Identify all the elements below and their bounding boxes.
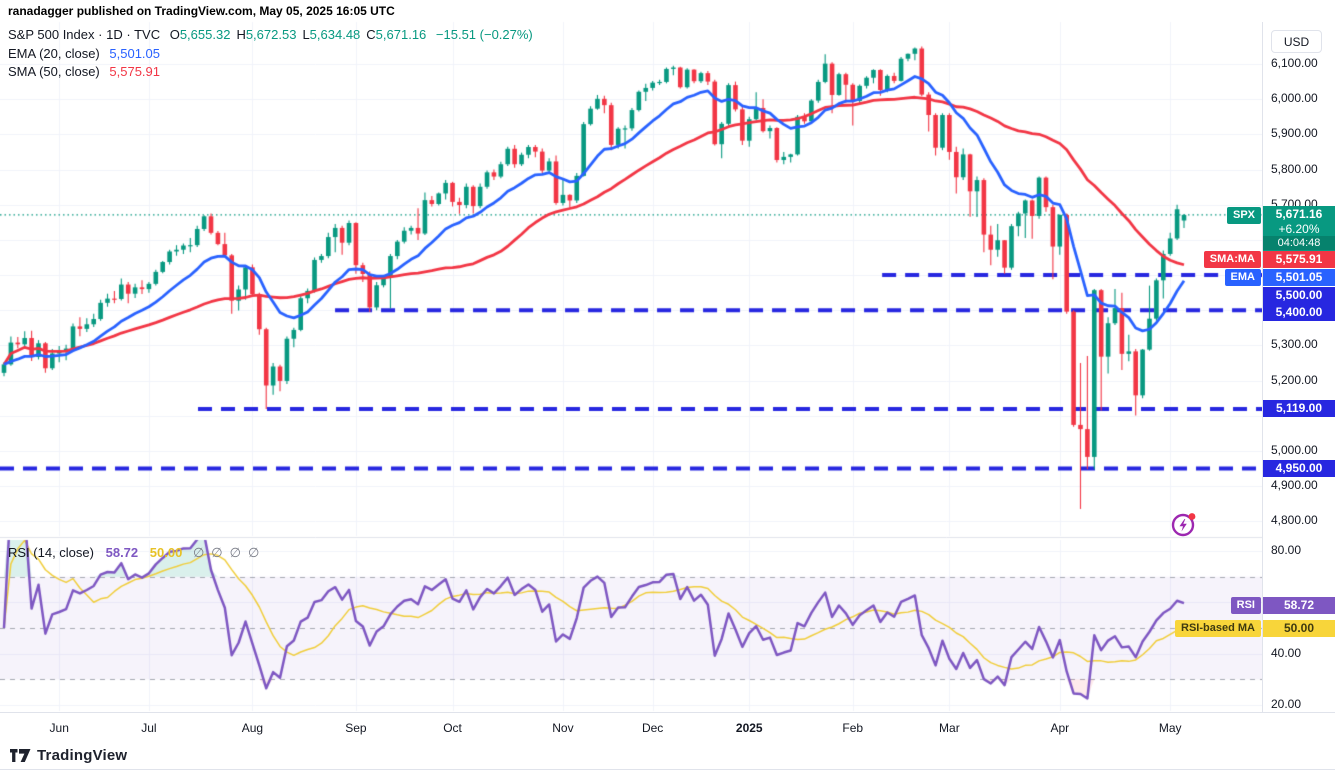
time-axis-label-feb: Feb (842, 721, 864, 735)
price-tick-label: 4,900.00 (1271, 478, 1318, 493)
price-tick-label: 5,300.00 (1271, 337, 1318, 352)
time-axis-label-nov: Nov (552, 721, 574, 735)
sma-tag: SMA:MA (1203, 251, 1261, 268)
level-price-badge: 5,500.00 (1263, 287, 1335, 304)
sma-legend-name: SMA (50, close) (8, 64, 100, 79)
rsi-empty-values: ∅ ∅ ∅ ∅ (186, 545, 259, 560)
symbol-change: −15.51 (−0.27%) (435, 27, 533, 42)
time-axis-label-may: May (1158, 721, 1182, 735)
level-price-badge: 5,400.00 (1263, 304, 1335, 321)
rsi-legend-value: 58.72 (105, 545, 139, 560)
currency-unit-button[interactable]: USD (1271, 30, 1322, 53)
price-tick-label: 5,900.00 (1271, 126, 1318, 141)
ema-legend-row[interactable]: EMA (20, close) 5,501.05 (8, 46, 160, 61)
time-axis-label-aug: Aug (241, 721, 264, 735)
ohlc-o: O5,655.32 (169, 27, 231, 42)
tradingview-logo-icon (10, 749, 31, 762)
price-chart-canvas[interactable] (0, 0, 1262, 712)
time-axis-label-apr: Apr (1050, 721, 1070, 735)
time-axis-label-2025: 2025 (735, 721, 763, 735)
price-tick-label: 5,800.00 (1271, 161, 1318, 176)
ema-value-badge: 5,501.05 (1263, 269, 1335, 286)
price-tick-label: 4,800.00 (1271, 513, 1318, 528)
symbol-legend-row[interactable]: S&P 500 Index · 1D · TVC O5,655.32 H5,672… (8, 27, 533, 42)
rsi-ma-legend-value: 50.00 (149, 545, 183, 560)
rsi-empty-value: ∅ (247, 545, 260, 560)
time-axis[interactable]: Jun Jul Aug Sep Oct Nov Dec 2025 Feb Mar Apr May (0, 712, 1335, 742)
spx-series-tag: SPX (1226, 207, 1261, 224)
level-price-badge: 5,119.00 (1263, 400, 1335, 417)
rsi-legend-name: RSI (14, close) (8, 545, 94, 560)
footer-bar: TradingView (0, 742, 1335, 770)
ema-legend-value: 5,501.05 (109, 46, 160, 61)
symbol-title: S&P 500 Index (8, 27, 95, 42)
time-axis-label-mar: Mar (939, 721, 960, 735)
rsi-legend-row[interactable]: RSI (14, close) 58.72 50.00 ∅ ∅ ∅ ∅ (8, 545, 259, 561)
rsi-empty-value: ∅ (211, 545, 223, 560)
rsi-empty-value: ∅ (229, 545, 241, 560)
symbol-exchange: TVC (134, 27, 161, 42)
rsi-tick-label: 80.00 (1271, 543, 1302, 557)
time-axis-label-sep: Sep (345, 721, 367, 735)
tradingview-brand[interactable]: TradingView (10, 747, 127, 764)
price-tick-label: 6,100.00 (1271, 56, 1318, 70)
time-axis-label-oct: Oct (443, 721, 462, 735)
ohlc-c: C5,671.16 (366, 27, 427, 42)
rsi-tag: RSI (1230, 597, 1261, 614)
rsi-empty-value: ∅ (192, 545, 205, 560)
level-price-badge: 4,950.00 (1263, 460, 1335, 477)
sma-legend-row[interactable]: SMA (50, close) 5,575.91 (8, 64, 160, 79)
sma-legend-value: 5,575.91 (109, 64, 160, 79)
rsi-ma-value-badge: 50.00 (1263, 620, 1335, 637)
time-axis-label-dec: Dec (641, 721, 664, 735)
price-tick-label: 5,200.00 (1271, 372, 1318, 387)
rsi-tick-label: 40.00 (1271, 645, 1302, 660)
spx-last-price: 5,671.16 (1275, 207, 1323, 221)
brand-text: TradingView (37, 747, 128, 764)
symbol-interval: 1D (106, 27, 123, 42)
price-tick-label: 6,000.00 (1271, 91, 1318, 106)
ohlc-values: O5,655.32 H5,672.53 L5,634.48 C5,671.16 (164, 27, 427, 42)
rsi-value-badge: 58.72 (1263, 597, 1335, 614)
rsi-ma-tag: RSI-based MA (1175, 620, 1261, 637)
rsi-tick-label: 20.00 (1271, 697, 1302, 712)
ohlc-l: L5,634.48 (302, 27, 361, 42)
ema-tag: EMA (1224, 269, 1261, 286)
notification-dot (1188, 513, 1196, 520)
ema-legend-name: EMA (20, close) (8, 46, 100, 61)
quick-action-button[interactable] (1169, 510, 1199, 540)
time-axis-label-jul: Jul (141, 721, 157, 735)
spx-change-percent: +6.20% (1278, 222, 1320, 236)
spx-price-badge: 5,671.16 +6.20% 04:04:48 (1263, 206, 1335, 251)
sma-value-badge: 5,575.91 (1263, 251, 1335, 268)
time-axis-label-jun: Jun (49, 721, 69, 735)
ohlc-h: H5,672.53 (236, 27, 297, 42)
spx-bar-countdown: 04:04:48 (1263, 236, 1335, 250)
price-tick-label: 5,000.00 (1271, 442, 1318, 457)
lightning-circle-icon (1171, 513, 1196, 537)
legend-separator: · (126, 27, 131, 42)
legend-separator: · (98, 27, 103, 42)
